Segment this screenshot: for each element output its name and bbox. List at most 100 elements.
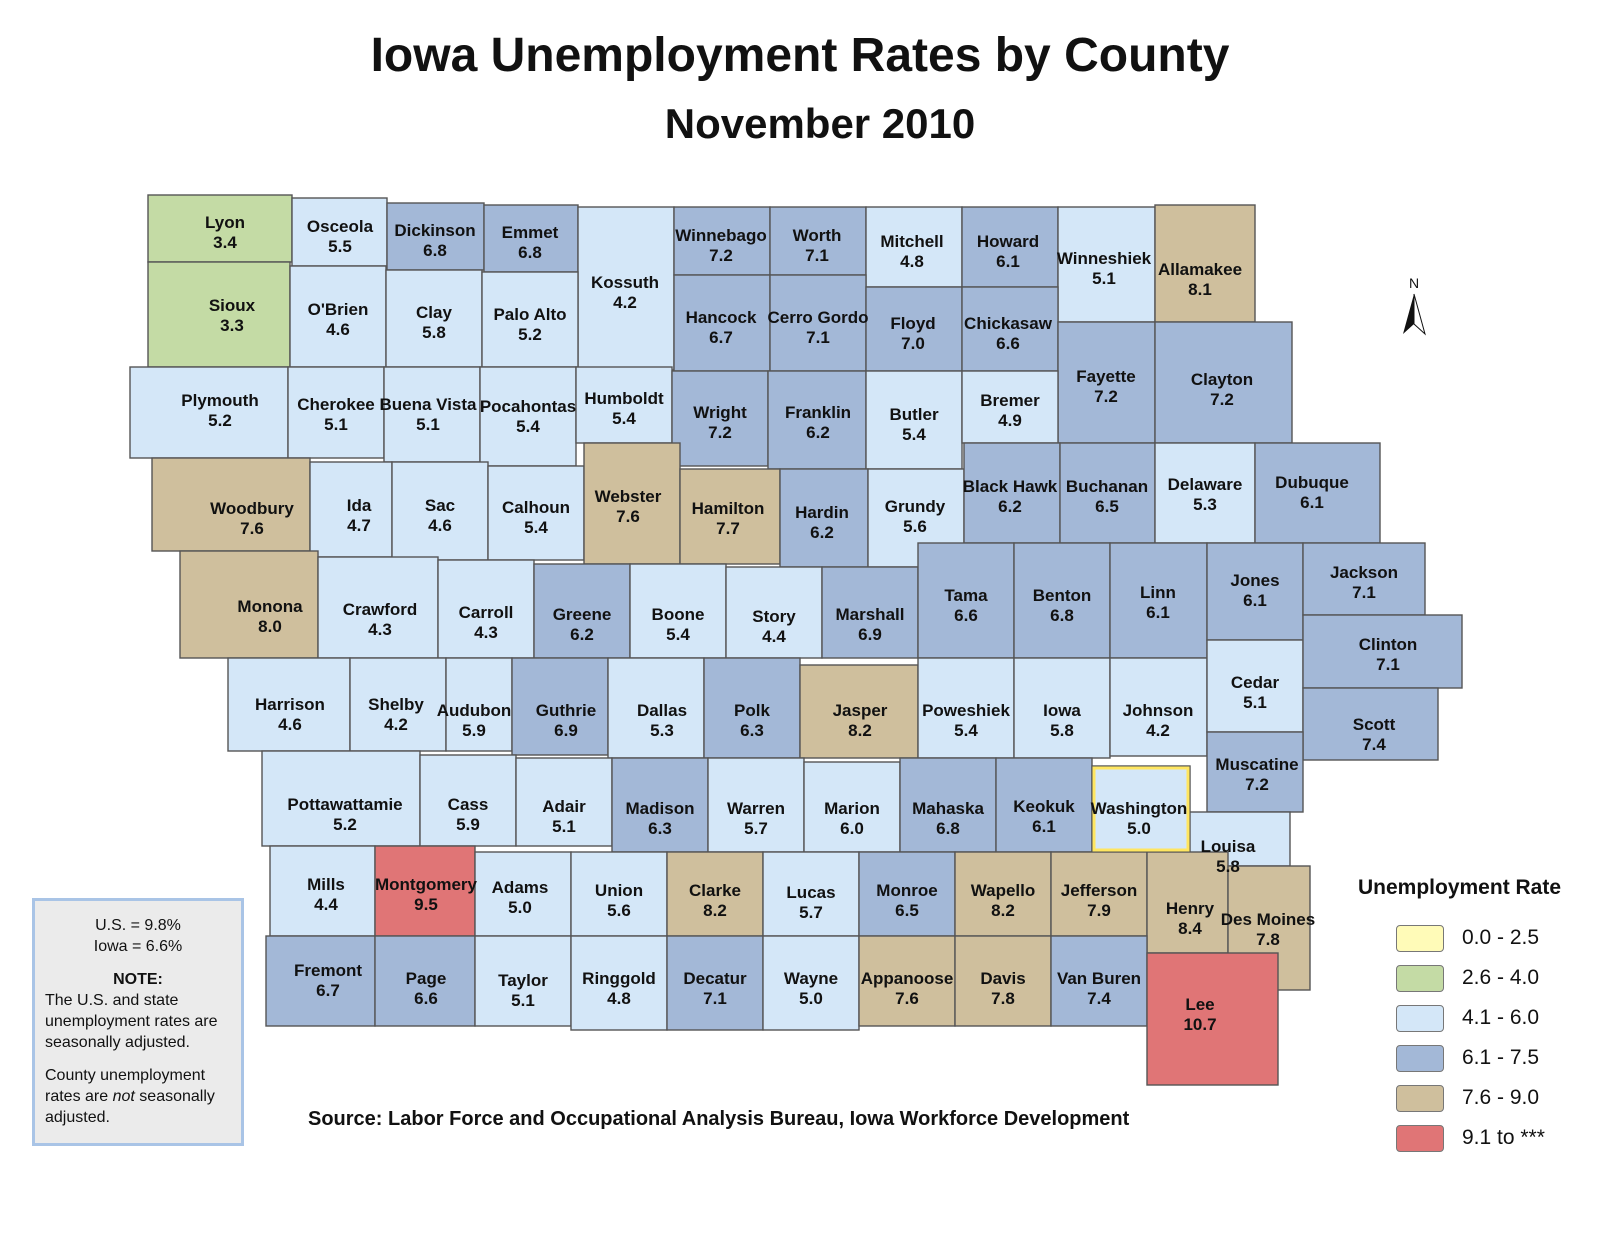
county-name-keokuk: Keokuk [1013, 797, 1075, 816]
county-cerro-gordo [769, 274, 867, 372]
county-rate-taylor: 5.1 [511, 991, 535, 1010]
county-rate-cherokee: 5.1 [324, 415, 348, 434]
county-rate-tama: 6.6 [954, 606, 978, 625]
county-henry [1146, 851, 1229, 954]
county-polk [703, 657, 801, 759]
county-name-clinton: Clinton [1359, 635, 1418, 654]
county-name-linn: Linn [1140, 583, 1176, 602]
county-mahaska [899, 757, 997, 853]
county-name-mitchell: Mitchell [880, 232, 943, 251]
county-rate-union: 5.6 [607, 901, 631, 920]
county-name-ringgold: Ringgold [582, 969, 656, 988]
county-rate-lyon: 3.4 [213, 233, 237, 252]
county-rate-polk: 6.3 [740, 721, 764, 740]
county-name-adair: Adair [542, 797, 586, 816]
county-hamilton [679, 468, 781, 565]
county-name-palo-alto: Palo Alto [493, 305, 566, 324]
county-rate-dickinson: 6.8 [423, 241, 447, 260]
county-name-union: Union [595, 881, 643, 900]
county-rate-marion: 6.0 [840, 819, 864, 838]
county-name-cherokee: Cherokee [297, 395, 374, 414]
county-name-butler: Butler [889, 405, 939, 424]
note-county: County unemployment rates are not season… [45, 1065, 231, 1128]
county-woodbury [151, 457, 311, 552]
county-boone [629, 563, 727, 659]
legend-item: 6.1 - 7.5 [1358, 1038, 1598, 1078]
county-ida [309, 461, 393, 558]
county-name-clarke: Clarke [689, 881, 741, 900]
county-rate-poweshiek: 5.4 [954, 721, 978, 740]
county-name-clayton: Clayton [1191, 370, 1253, 389]
county-rate-des-moines: 7.8 [1256, 930, 1280, 949]
county-franklin [767, 370, 867, 470]
county-jones [1206, 542, 1304, 641]
county-name-boone: Boone [652, 605, 705, 624]
county-name-chickasaw: Chickasaw [964, 314, 1053, 333]
county-rate-dubuque: 6.1 [1300, 493, 1324, 512]
county-o-brien [289, 265, 387, 368]
county-guthrie [511, 657, 609, 756]
county-rate-wapello: 8.2 [991, 901, 1015, 920]
county-rate-sioux: 3.3 [220, 316, 244, 335]
county-name-dallas: Dallas [637, 701, 687, 720]
county-name-jones: Jones [1230, 571, 1279, 590]
county-johnson [1109, 657, 1208, 757]
county-name-o-brien: O'Brien [308, 300, 369, 319]
county-rate-decatur: 7.1 [703, 989, 727, 1008]
county-keokuk [995, 757, 1093, 853]
county-name-humboldt: Humboldt [584, 389, 664, 408]
legend-swatch [1396, 1084, 1444, 1112]
legend-label: 9.1 to *** [1462, 1126, 1545, 1149]
county-rate-jackson: 7.1 [1352, 583, 1376, 602]
county-rate-mitchell: 4.8 [900, 252, 924, 271]
county-name-buena-vista: Buena Vista [379, 395, 477, 414]
county-rate-iowa: 5.8 [1050, 721, 1074, 740]
county-rate-page: 6.6 [414, 989, 438, 1008]
county-rate-wayne: 5.0 [799, 989, 823, 1008]
county-monona [179, 550, 319, 659]
map-subtitle: November 2010 [664, 100, 976, 147]
county-hardin [779, 468, 869, 568]
county-rate-plymouth: 5.2 [208, 411, 232, 430]
legend-swatch [1396, 1044, 1444, 1072]
county-rate-kossuth: 4.2 [613, 293, 637, 312]
county-name-guthrie: Guthrie [536, 701, 596, 720]
county-rate-pocahontas: 5.4 [516, 417, 540, 436]
county-rate-greene: 6.2 [570, 625, 594, 644]
county-rate-osceola: 5.5 [328, 237, 352, 256]
county-name-warren: Warren [727, 799, 785, 818]
county-calhoun [487, 465, 585, 561]
county-rate-van-buren: 7.4 [1087, 989, 1111, 1008]
county-rate-madison: 6.3 [648, 819, 672, 838]
county-name-buchanan: Buchanan [1066, 477, 1148, 496]
county-harrison [227, 657, 351, 752]
county-rate-warren: 5.7 [744, 819, 768, 838]
county-rate-floyd: 7.0 [901, 334, 925, 353]
county-name-emmet: Emmet [502, 223, 559, 242]
county-kossuth [577, 206, 675, 371]
county-rate-buena-vista: 5.1 [416, 415, 440, 434]
legend-label: 6.1 - 7.5 [1462, 1046, 1540, 1069]
county-allamakee [1154, 204, 1256, 323]
county-rate-monona: 8.0 [258, 617, 282, 636]
county-rate-scott: 7.4 [1362, 735, 1386, 754]
county-rate-appanoose: 7.6 [895, 989, 919, 1008]
county-rate-jones: 6.1 [1243, 591, 1267, 610]
county-name-iowa: Iowa [1043, 701, 1081, 720]
legend-label: 0.0 - 2.5 [1462, 926, 1540, 949]
county-rate-story: 4.4 [762, 627, 786, 646]
county-rate-franklin: 6.2 [806, 423, 830, 442]
county-name-hardin: Hardin [795, 503, 849, 522]
county-rate-carroll: 4.3 [474, 623, 498, 642]
county-rate-ringgold: 4.8 [607, 989, 631, 1008]
county-rate-cedar: 5.1 [1243, 693, 1267, 712]
county-rate-sac: 4.6 [428, 516, 452, 535]
county-rate-adair: 5.1 [552, 817, 576, 836]
county-rate-woodbury: 7.6 [240, 519, 264, 538]
legend-label: 7.6 - 9.0 [1462, 1086, 1540, 1109]
legend-item: 0.0 - 2.5 [1358, 918, 1598, 958]
county-name-osceola: Osceola [307, 217, 374, 236]
county-decatur [666, 935, 764, 1031]
county-rate-jasper: 8.2 [848, 721, 872, 740]
